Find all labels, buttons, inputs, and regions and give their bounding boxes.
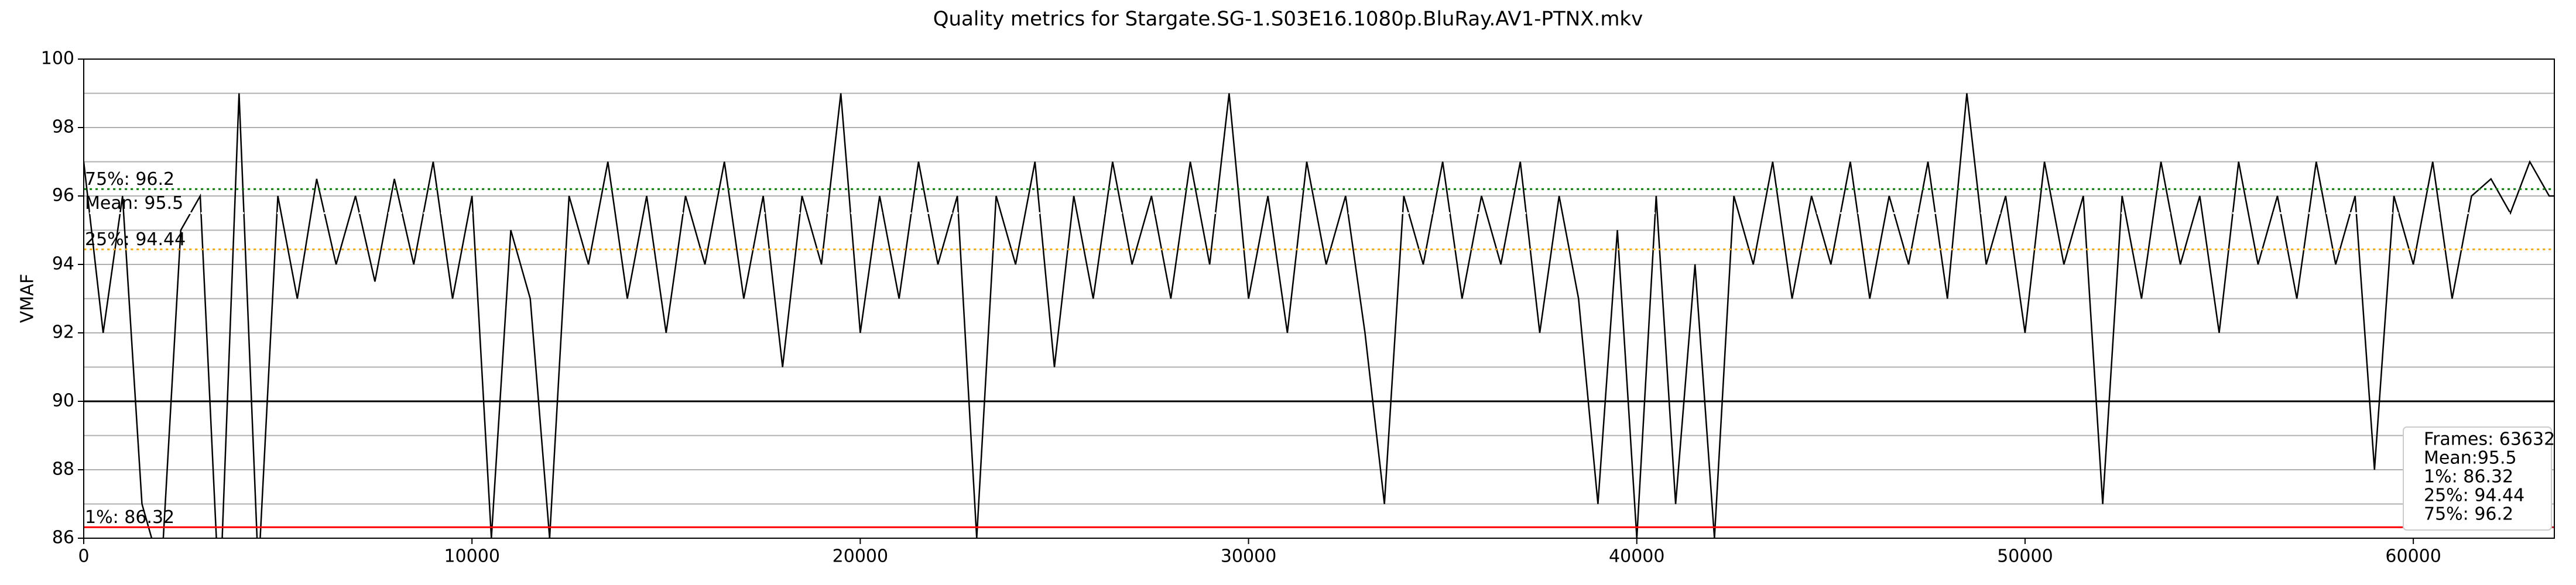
stats-line: 1%: 86.32: [2424, 467, 2513, 487]
y-tick-label: 90: [52, 391, 74, 411]
stat-label: 1%: 86.32: [85, 507, 174, 528]
x-tick-label: 10000: [444, 546, 499, 567]
stats-line: 25%: 94.44: [2424, 486, 2524, 506]
x-tick-label: 30000: [1221, 546, 1276, 567]
x-tick-label: 20000: [833, 546, 888, 567]
stat-label: 75%: 96.2: [85, 169, 174, 190]
chart-title: Quality metrics for Stargate.SG-1.S03E16…: [933, 8, 1643, 31]
y-tick-label: 98: [52, 117, 74, 137]
stat-label: 25%: 94.44: [85, 229, 186, 250]
plot-frame: [83, 58, 2555, 539]
y-axis-label: VMAF: [18, 274, 38, 323]
y-tick-label: 96: [52, 185, 74, 206]
y-tick-label: 86: [52, 528, 74, 548]
y-tick-label: 100: [41, 49, 74, 69]
stats-line: Frames: 63632: [2424, 429, 2555, 450]
stat-label: Mean: 95.5: [85, 193, 183, 214]
data-line: [84, 93, 2554, 538]
stats-line: 75%: 96.2: [2424, 504, 2513, 525]
stats-box: [2403, 426, 2552, 531]
x-tick-label: 0: [78, 546, 89, 567]
y-tick-label: 94: [52, 254, 74, 274]
y-tick-label: 88: [52, 459, 74, 480]
y-tick-label: 92: [52, 322, 74, 343]
x-tick-label: 50000: [1997, 546, 2053, 567]
x-tick-label: 60000: [2385, 546, 2441, 567]
stats-line: Mean:95.5: [2424, 448, 2517, 469]
x-tick-label: 40000: [1609, 546, 1664, 567]
